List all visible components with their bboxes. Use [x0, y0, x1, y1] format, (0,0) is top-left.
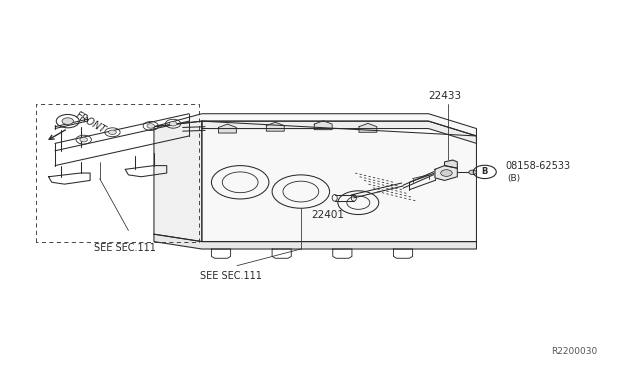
Text: R2200030: R2200030	[552, 347, 598, 356]
Circle shape	[147, 124, 155, 128]
Polygon shape	[218, 124, 236, 133]
Text: SEE SEC.111: SEE SEC.111	[94, 243, 156, 253]
Text: B: B	[481, 167, 488, 176]
Circle shape	[468, 170, 476, 174]
Polygon shape	[154, 121, 202, 241]
Polygon shape	[445, 160, 458, 168]
Polygon shape	[359, 124, 377, 132]
Circle shape	[62, 118, 74, 125]
Circle shape	[441, 170, 452, 176]
Polygon shape	[314, 121, 332, 130]
Polygon shape	[266, 122, 284, 131]
Text: 22401: 22401	[311, 210, 344, 220]
Circle shape	[80, 137, 88, 142]
Text: 08158-62533: 08158-62533	[505, 161, 570, 171]
Circle shape	[109, 130, 116, 135]
Polygon shape	[435, 166, 458, 180]
Polygon shape	[202, 121, 476, 241]
Text: SEE SEC.111: SEE SEC.111	[200, 271, 262, 281]
Circle shape	[170, 122, 177, 126]
Text: 22433: 22433	[428, 91, 461, 101]
Polygon shape	[154, 114, 476, 136]
Text: FRONT: FRONT	[74, 110, 108, 136]
Text: (B): (B)	[507, 174, 520, 183]
Polygon shape	[202, 121, 476, 143]
Polygon shape	[154, 234, 476, 249]
